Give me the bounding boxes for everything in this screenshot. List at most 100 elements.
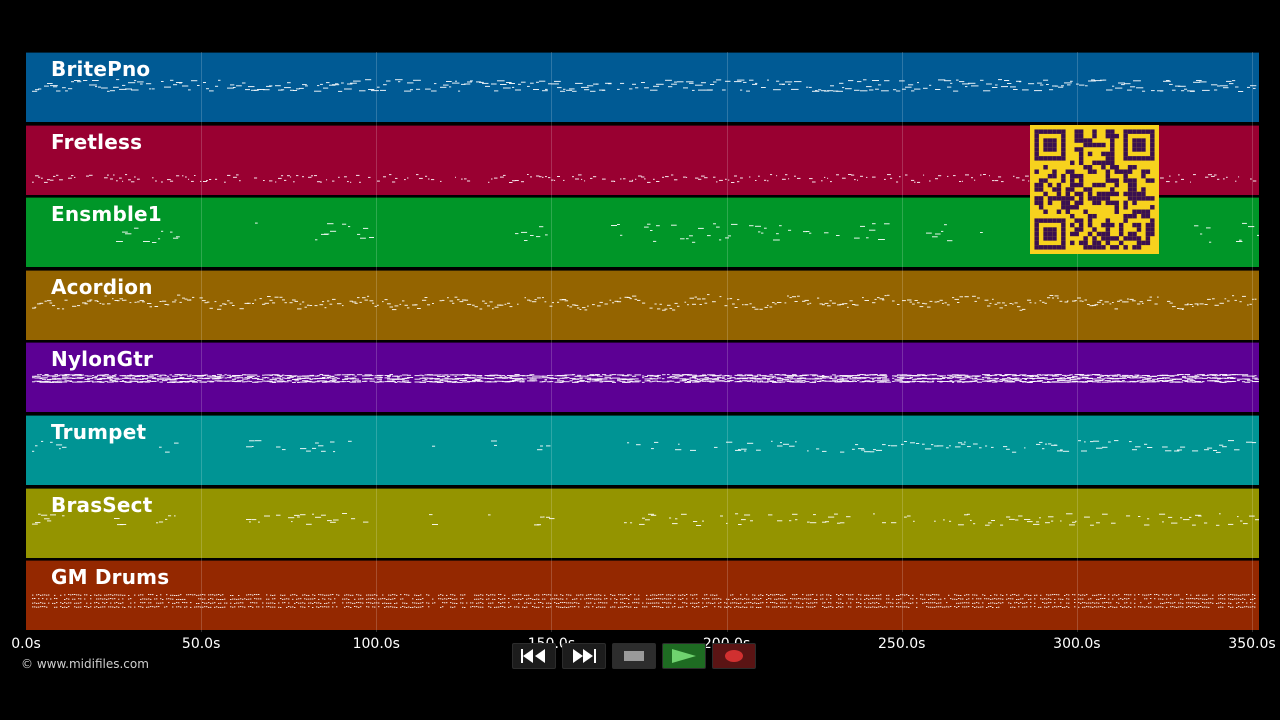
note xyxy=(619,381,626,383)
note xyxy=(940,598,942,600)
qr-module xyxy=(1052,187,1057,192)
qr-code-icon xyxy=(1030,125,1159,254)
qr-module xyxy=(1083,165,1088,170)
note xyxy=(99,374,106,376)
note xyxy=(832,606,834,608)
note xyxy=(514,598,516,600)
note xyxy=(467,375,471,377)
note xyxy=(124,607,126,609)
note xyxy=(681,513,687,515)
note xyxy=(1158,598,1160,600)
note xyxy=(628,603,630,605)
note xyxy=(898,602,900,604)
note xyxy=(44,181,48,183)
note xyxy=(1142,379,1149,381)
note xyxy=(312,382,316,384)
note xyxy=(991,519,995,521)
note xyxy=(514,379,521,381)
rewind-button[interactable] xyxy=(512,643,556,669)
note xyxy=(1067,377,1075,379)
note xyxy=(1238,598,1240,600)
note xyxy=(912,380,916,382)
note xyxy=(414,375,420,377)
note xyxy=(730,606,732,608)
note xyxy=(234,377,240,379)
note xyxy=(72,598,74,600)
note xyxy=(890,177,893,179)
note xyxy=(844,378,847,380)
note xyxy=(149,88,152,90)
note xyxy=(497,304,502,306)
note xyxy=(959,381,968,383)
note xyxy=(542,90,548,92)
note xyxy=(1226,176,1228,178)
note xyxy=(924,602,926,604)
note xyxy=(660,598,662,600)
qr-module xyxy=(1105,133,1111,139)
note xyxy=(968,598,970,600)
note xyxy=(1160,598,1162,600)
note xyxy=(989,375,993,377)
note xyxy=(714,606,716,608)
note xyxy=(1099,299,1103,301)
note xyxy=(1190,598,1192,600)
note xyxy=(1042,377,1048,379)
play-button[interactable] xyxy=(662,643,706,669)
note xyxy=(348,602,350,604)
note xyxy=(334,382,340,384)
note xyxy=(1138,515,1141,517)
note xyxy=(1094,378,1102,380)
note xyxy=(949,376,957,378)
note xyxy=(739,380,742,382)
note xyxy=(72,381,75,383)
note xyxy=(42,606,44,608)
note xyxy=(1176,607,1178,609)
note xyxy=(154,381,157,383)
note xyxy=(550,606,552,608)
note xyxy=(1068,607,1070,609)
note xyxy=(909,381,915,383)
note xyxy=(777,374,779,376)
record-button[interactable] xyxy=(712,643,756,669)
note xyxy=(86,606,88,608)
note xyxy=(996,594,998,596)
note xyxy=(359,181,361,183)
note xyxy=(98,86,101,88)
note xyxy=(724,606,726,608)
stop-button[interactable] xyxy=(612,643,656,669)
note xyxy=(1009,518,1015,520)
fast-forward-button[interactable] xyxy=(562,643,606,669)
note xyxy=(776,598,778,600)
qr-module xyxy=(1047,147,1053,152)
note xyxy=(1166,607,1168,609)
note xyxy=(324,594,326,596)
note xyxy=(1030,602,1032,604)
note-pattern xyxy=(32,293,1257,311)
note xyxy=(772,606,774,608)
note xyxy=(425,175,428,177)
note xyxy=(305,85,308,87)
note xyxy=(44,374,49,376)
note xyxy=(392,181,396,183)
note xyxy=(1034,594,1036,596)
note xyxy=(1034,606,1036,608)
note xyxy=(764,381,769,383)
note xyxy=(716,79,722,81)
note xyxy=(44,602,46,604)
note xyxy=(173,84,178,86)
note xyxy=(854,89,860,91)
qr-module xyxy=(1123,236,1128,241)
qr-module xyxy=(1105,196,1111,201)
note xyxy=(592,303,595,305)
note xyxy=(281,89,285,91)
note xyxy=(875,88,879,90)
note xyxy=(958,606,960,608)
note xyxy=(412,304,417,306)
note xyxy=(824,232,829,234)
note xyxy=(217,308,222,310)
note xyxy=(604,375,612,377)
note xyxy=(236,602,238,604)
note xyxy=(442,606,444,608)
note xyxy=(188,594,190,596)
note xyxy=(1039,299,1042,301)
